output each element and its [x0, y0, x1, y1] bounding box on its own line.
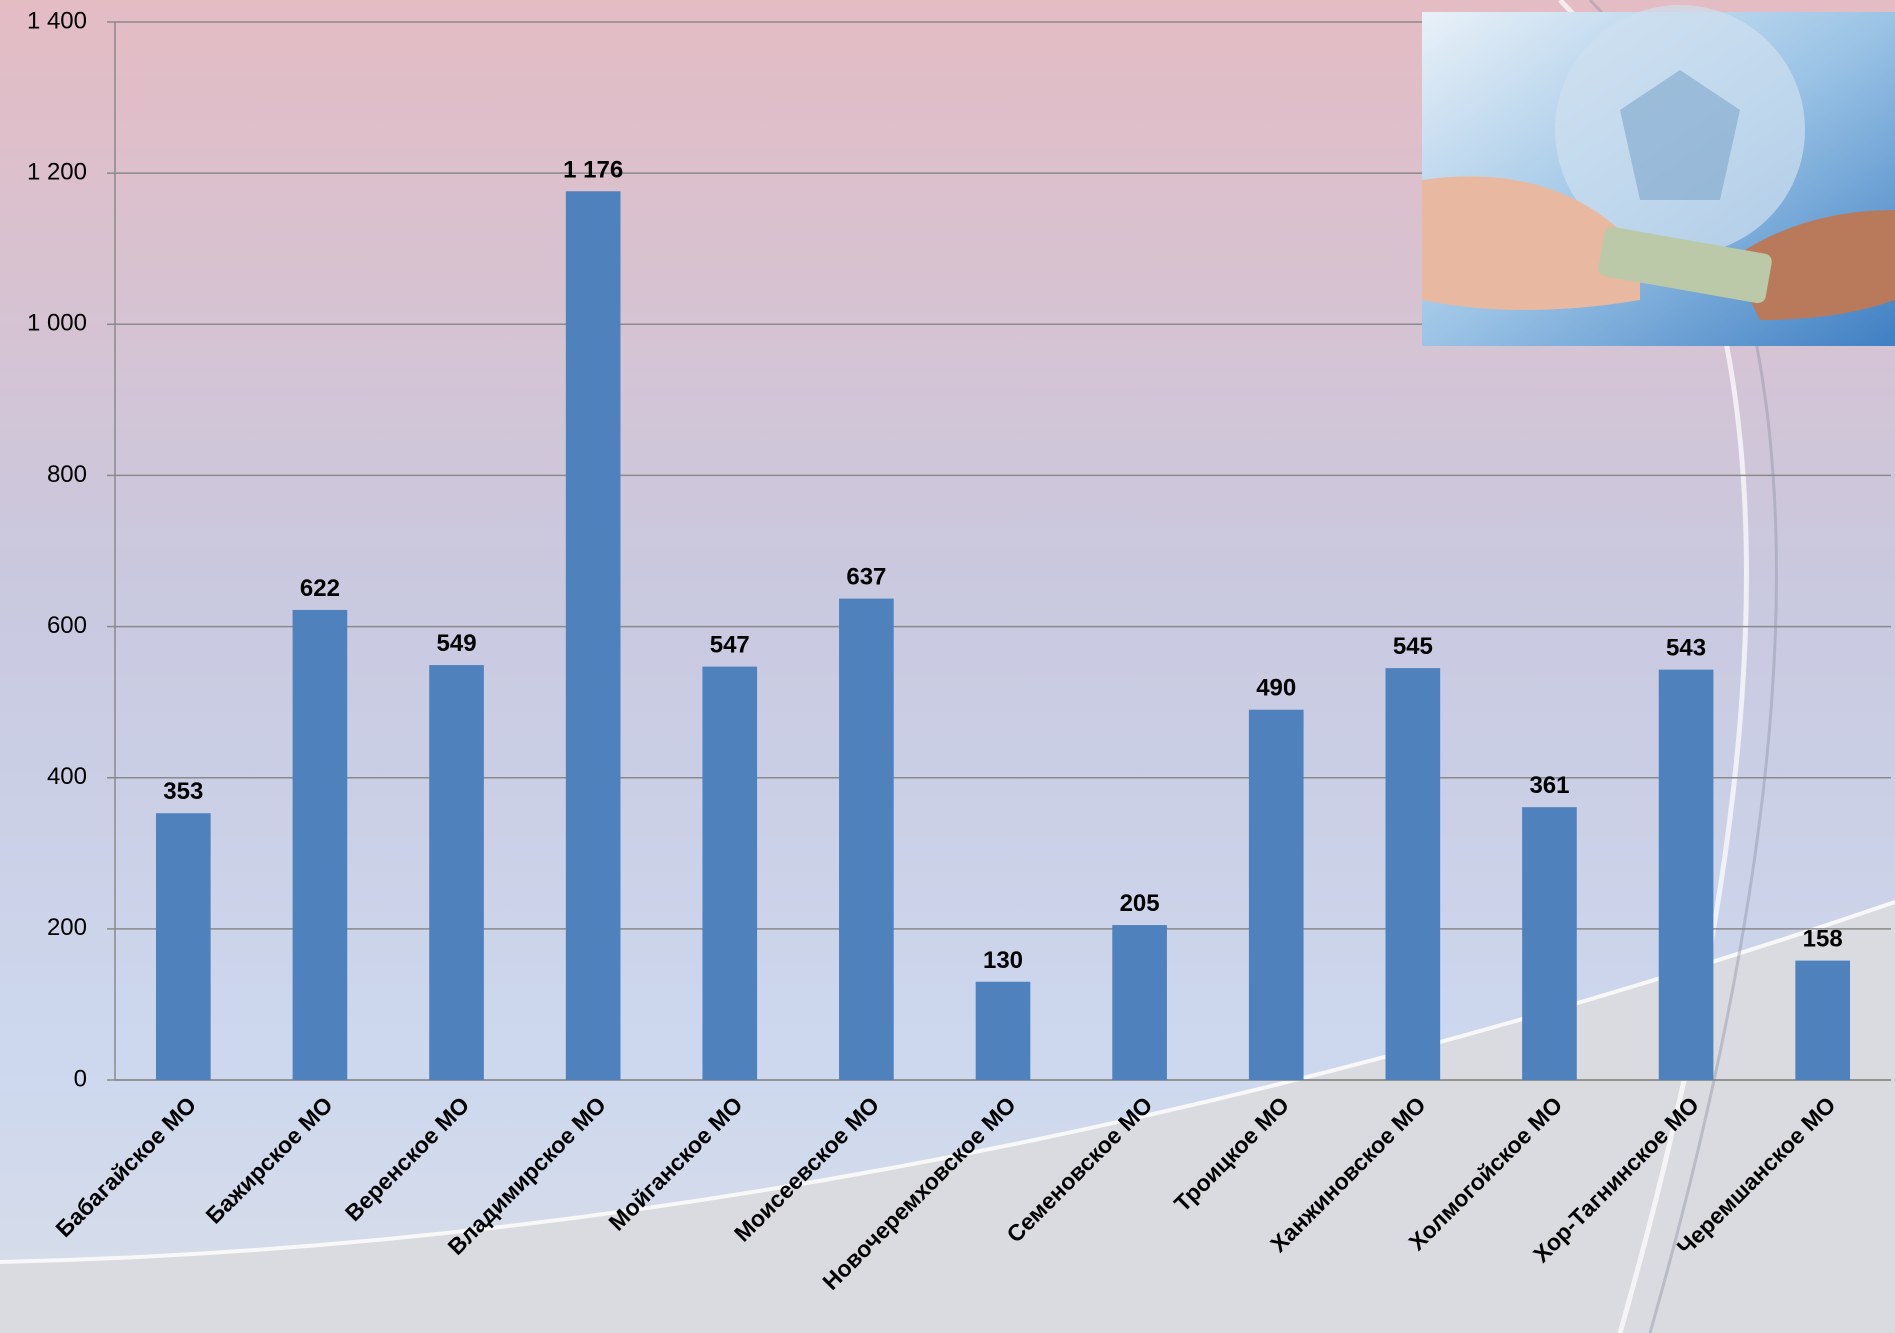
value-label: 549 — [437, 630, 477, 657]
value-label: 637 — [846, 564, 886, 591]
swoosh-line — [0, 900, 1895, 1264]
photo-hand — [1730, 210, 1895, 320]
bar — [1522, 807, 1577, 1080]
bar — [1385, 668, 1441, 1080]
value-label: 490 — [1256, 675, 1296, 702]
bar — [839, 598, 894, 1080]
value-label: 543 — [1666, 635, 1706, 662]
photo-eagle — [1620, 70, 1740, 200]
y-tick-label: 1 400 — [27, 7, 87, 34]
bar — [155, 813, 211, 1080]
value-label: 205 — [1120, 890, 1160, 917]
bar — [1658, 669, 1714, 1080]
y-tick-label: 1 200 — [27, 158, 87, 185]
bar — [565, 191, 621, 1080]
bar — [1795, 960, 1851, 1080]
bar — [292, 609, 348, 1080]
value-label: 158 — [1803, 926, 1843, 953]
bar — [702, 666, 758, 1080]
bar — [1248, 709, 1304, 1080]
y-tick-label: 800 — [47, 461, 87, 488]
y-tick-label: 1 000 — [27, 310, 87, 337]
bar — [429, 665, 484, 1080]
value-label: 130 — [983, 947, 1023, 974]
value-label: 622 — [300, 575, 340, 602]
photo-hand — [1422, 176, 1640, 310]
y-tick-label: 600 — [47, 612, 87, 639]
y-tick-label: 400 — [47, 763, 87, 790]
value-label: 547 — [710, 632, 750, 659]
y-tick-label: 200 — [47, 914, 87, 941]
photo-money — [1598, 226, 1772, 304]
bar — [1112, 925, 1167, 1080]
value-label: 353 — [163, 778, 203, 805]
y-tick-label: 0 — [74, 1065, 87, 1092]
value-label: 1 176 — [563, 156, 623, 183]
photo — [1422, 5, 1895, 346]
value-label: 545 — [1393, 633, 1433, 660]
value-label: 361 — [1529, 772, 1569, 799]
bar — [975, 981, 1031, 1080]
background-swoosh — [0, 900, 1895, 1333]
